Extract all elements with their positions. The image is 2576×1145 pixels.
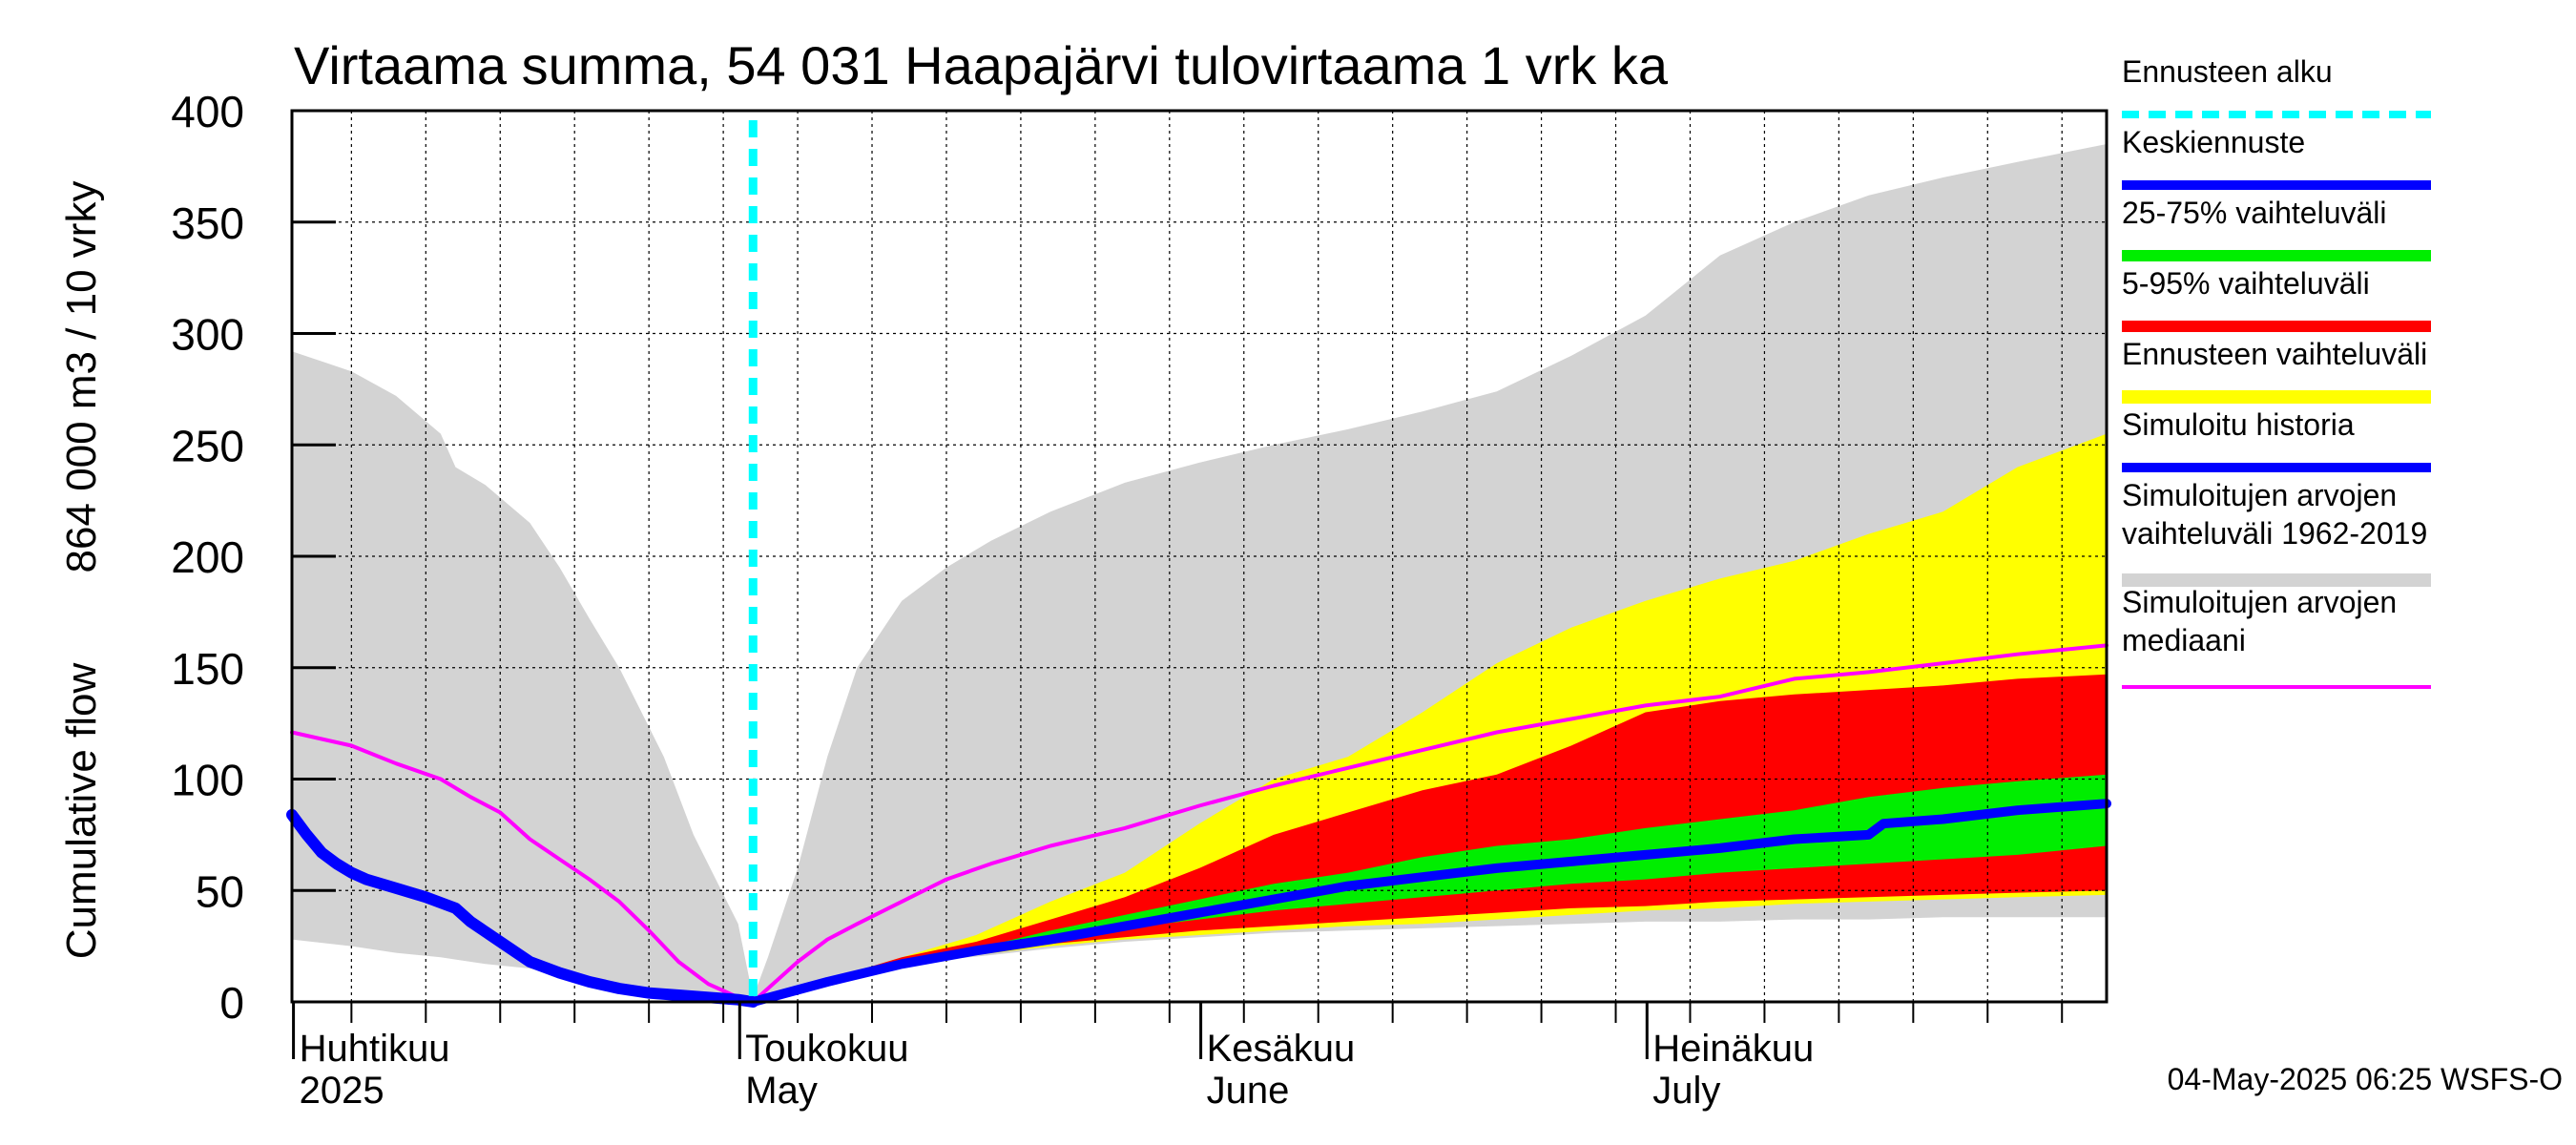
band-25-75-vaihteluv-li [753, 774, 2107, 1002]
legend-label: vaihteluväli 1962-2019 [2122, 516, 2427, 551]
line-simuloitu-historia [286, 808, 759, 1008]
y-axis-label-2: 864 000 m3 / 10 vrky [58, 181, 105, 573]
y-axis: 0 50 100 150 200 250 300 350 400 [171, 87, 336, 1028]
y-axis-label-1: Cumulative flow [58, 663, 105, 960]
month-label-en: May [745, 1070, 818, 1112]
month-label-en: June [1207, 1070, 1290, 1112]
line-keskiennuste [748, 799, 2111, 1007]
legend-label: mediaani [2122, 623, 2246, 657]
band-5-95-vaihteluv-li [753, 674, 2107, 1002]
month-label-fi: Toukokuu [745, 1028, 908, 1070]
chart-title: Virtaama summa, 54 031 Haapajärvi tulovi… [294, 35, 1669, 95]
legend-label: Simuloitujen arvojen [2122, 585, 2397, 619]
y-tick-label: 300 [171, 310, 244, 360]
legend-label: 25-75% vaihteluväli [2122, 196, 2387, 230]
y-tick-label: 400 [171, 87, 244, 136]
month-label-en: 2025 [300, 1070, 384, 1112]
legend-label: Keskiennuste [2122, 125, 2305, 159]
line-simuloitujen-arvojen-mediaani [290, 643, 2109, 1004]
legend-label: Simuloitu historia [2122, 407, 2355, 442]
y-tick-label: 0 [219, 978, 244, 1028]
legend-label: 5-95% vaihteluväli [2122, 266, 2370, 301]
y-tick-label: 100 [171, 756, 244, 805]
y-tick-label: 150 [171, 644, 244, 694]
footer-timestamp: 04-May-2025 06:25 WSFS-O [2168, 1062, 2563, 1096]
legend-label: Simuloitujen arvojen [2122, 478, 2397, 512]
y-tick-label: 250 [171, 421, 244, 470]
legend-label: Ennusteen vaihteluväli [2122, 337, 2427, 371]
month-label-en: July [1652, 1070, 1720, 1112]
y-tick-label: 350 [171, 198, 244, 248]
legend: Ennusteen alku Keskiennuste 25-75% vaihtel… [2122, 54, 2431, 689]
month-label-fi: Huhtikuu [300, 1028, 450, 1070]
y-tick-label: 50 [196, 866, 244, 916]
month-label-fi: Kesäkuu [1207, 1028, 1356, 1070]
y-tick-label: 200 [171, 532, 244, 582]
month-label-fi: Heinäkuu [1652, 1028, 1814, 1070]
legend-label: Ennusteen alku [2122, 54, 2333, 89]
plot-area [286, 109, 2111, 1008]
grid [292, 110, 2107, 1002]
